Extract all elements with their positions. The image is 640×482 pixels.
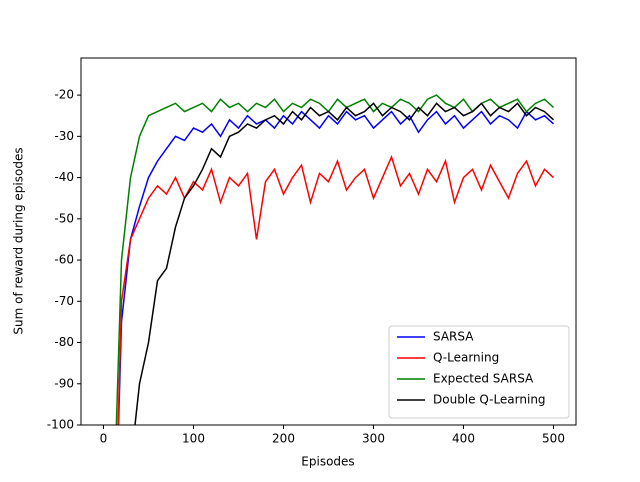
plot-frame bbox=[80, 57, 577, 426]
y-tick-label: -20 bbox=[54, 88, 74, 102]
legend-label: SARSA bbox=[433, 330, 474, 344]
x-tick-label: 300 bbox=[362, 432, 385, 446]
y-tick-label: -100 bbox=[47, 418, 74, 432]
x-tick-label: 500 bbox=[542, 432, 565, 446]
y-axis-label: Sum of reward during episodes bbox=[12, 147, 26, 334]
y-tick-label: -40 bbox=[54, 170, 74, 184]
legend-label: Expected SARSA bbox=[433, 372, 534, 386]
series-line bbox=[117, 110, 555, 425]
y-tick-label: -70 bbox=[54, 294, 74, 308]
legend-box bbox=[388, 325, 570, 419]
y-tick-label: -80 bbox=[54, 335, 74, 349]
y-tick-label: -30 bbox=[54, 129, 74, 143]
x-tick-label: 100 bbox=[182, 432, 205, 446]
y-tick-label: -60 bbox=[54, 253, 74, 267]
y-tick-label: -90 bbox=[54, 376, 74, 390]
series-line bbox=[117, 154, 555, 425]
y-tick-label: -50 bbox=[54, 211, 74, 225]
plot-area bbox=[115, 94, 555, 425]
legend-label: Double Q-Learning bbox=[433, 393, 546, 407]
x-tick-label: 200 bbox=[272, 432, 295, 446]
x-tick-label: 0 bbox=[100, 432, 108, 446]
series-line bbox=[134, 102, 555, 425]
series-line bbox=[115, 94, 555, 425]
legend-label: Q-Learning bbox=[433, 351, 499, 365]
x-axis-label: Episodes bbox=[301, 455, 354, 469]
x-tick-label: 400 bbox=[452, 432, 475, 446]
